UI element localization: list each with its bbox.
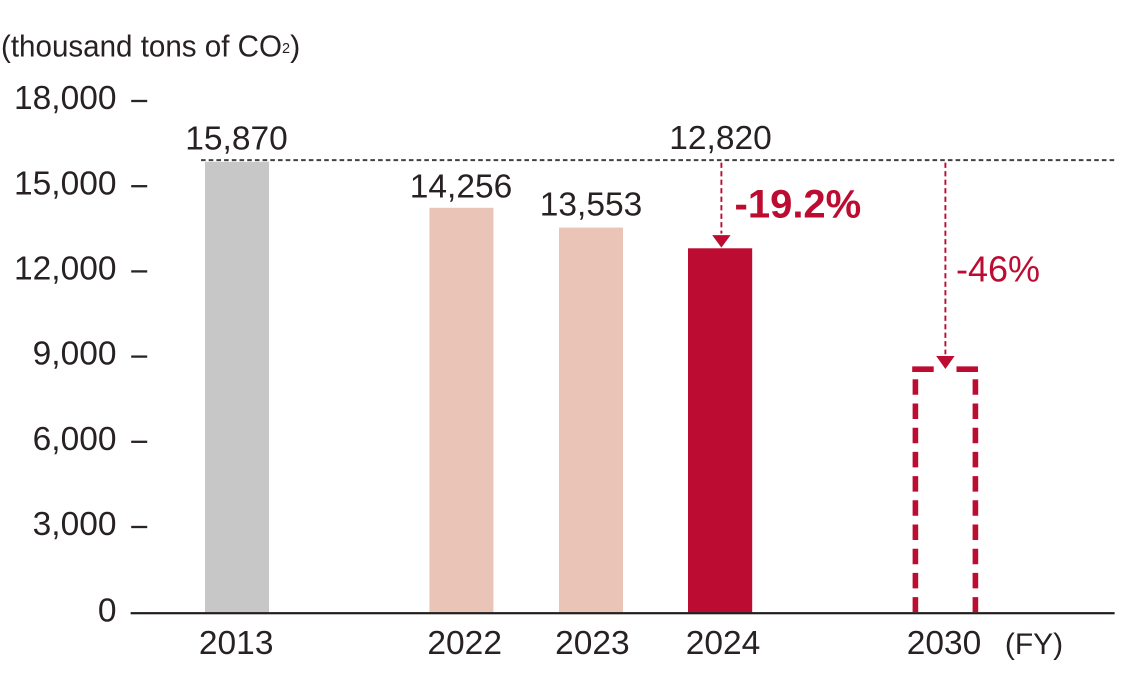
svg-text:12,000: 12,000 [14,251,116,288]
svg-text:2022: 2022 [427,625,502,662]
svg-text:13,553: 13,553 [540,186,642,223]
svg-text:14,256: 14,256 [410,169,512,206]
svg-text:-46%: -46% [956,248,1040,289]
svg-text:0: 0 [98,593,117,630]
svg-text:9,000: 9,000 [33,336,117,373]
svg-text:2024: 2024 [686,625,761,662]
svg-text:2023: 2023 [555,625,630,662]
svg-text:6,000: 6,000 [33,421,117,458]
svg-text:-19.2%: -19.2% [735,183,862,227]
svg-text:2030: 2030 [907,625,982,662]
svg-text:15,000: 15,000 [14,165,116,202]
svg-text:(FY): (FY) [1005,628,1063,661]
svg-text:15,870: 15,870 [185,121,287,158]
svg-text:12,820: 12,820 [669,120,771,157]
svg-text:(thousand tons of CO2): (thousand tons of CO2) [1,29,300,63]
svg-text:3,000: 3,000 [33,506,117,543]
svg-text:2013: 2013 [199,625,274,662]
svg-text:18,000: 18,000 [14,80,116,117]
